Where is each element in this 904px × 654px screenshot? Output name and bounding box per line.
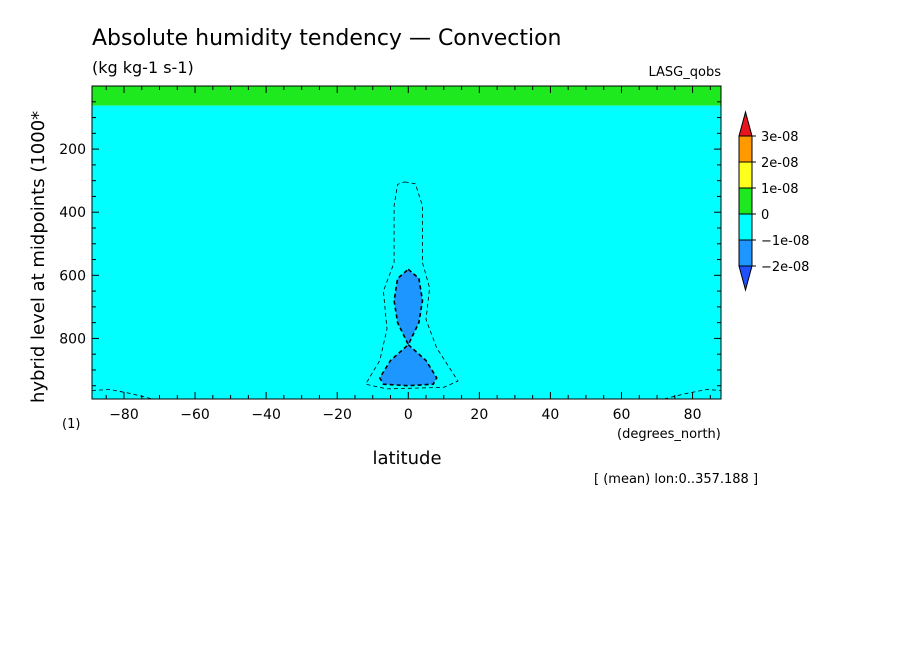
colorbar-label: −1e-08 xyxy=(761,234,809,249)
filled-region-2 xyxy=(394,269,423,345)
colorbar-label: −2e-08 xyxy=(761,260,809,275)
colorbar-swatch xyxy=(738,187,753,215)
footnote: [ (mean) lon:0..357.188 ] xyxy=(594,472,758,487)
colorbar-swatch xyxy=(738,213,753,241)
x-tick-label: 40 xyxy=(542,407,560,423)
chart-title: Absolute humidity tendency — Convection xyxy=(92,26,562,51)
colorbar-arrow-top xyxy=(738,110,753,137)
filled-region-3 xyxy=(379,344,437,386)
x-tick-label: −80 xyxy=(109,407,139,423)
y-axis-label: hybrid level at midpoints (1000* xyxy=(28,111,49,403)
y-axis: 200 400 600 800 xyxy=(59,101,721,387)
x-tick-label: −20 xyxy=(322,407,352,423)
contour-line-4 xyxy=(664,389,722,400)
plot-frame xyxy=(91,85,722,400)
colorbar: 3e-08 2e-08 1e-08 0 −1e-08 −2e-08 xyxy=(738,110,809,292)
colorbar-swatch xyxy=(738,161,753,189)
x-tick-label: −60 xyxy=(180,407,210,423)
x-tick-label: 0 xyxy=(404,407,413,423)
chart-units: (kg kg-1 s-1) xyxy=(92,58,194,77)
colorbar-label: 0 xyxy=(761,208,769,223)
filled-region-1 xyxy=(92,105,721,399)
dataset-name: LASG_qobs xyxy=(649,65,722,80)
x-axis: −80 −60 −40 −20 0 20 40 60 80 xyxy=(105,86,711,423)
colorbar-label: 3e-08 xyxy=(761,130,799,145)
colorbar-arrow-bottom xyxy=(738,265,753,292)
contour-line-0 xyxy=(393,268,424,347)
colorbar-swatch xyxy=(738,135,753,163)
colorbar-label: 2e-08 xyxy=(761,156,799,171)
x-tick-label: −40 xyxy=(251,407,281,423)
x-axis-units: (degrees_north) xyxy=(617,427,721,442)
x-tick-label: 80 xyxy=(684,407,702,423)
colorbar-swatch xyxy=(738,239,753,267)
y-tick-label: 400 xyxy=(59,205,86,221)
y-axis-units: (1) xyxy=(62,417,80,432)
x-tick-label: 20 xyxy=(470,407,488,423)
contour-line-1 xyxy=(378,344,438,387)
y-tick-label: 200 xyxy=(59,142,86,158)
y-tick-label: 800 xyxy=(59,331,86,347)
x-tick-label: 60 xyxy=(613,407,631,423)
y-tick-label: 600 xyxy=(59,268,86,284)
filled-region-0 xyxy=(92,86,721,106)
colorbar-label: 1e-08 xyxy=(761,182,799,197)
contour-line-2 xyxy=(364,181,459,390)
x-axis-label: latitude xyxy=(372,448,441,469)
plot-fill xyxy=(92,86,721,399)
